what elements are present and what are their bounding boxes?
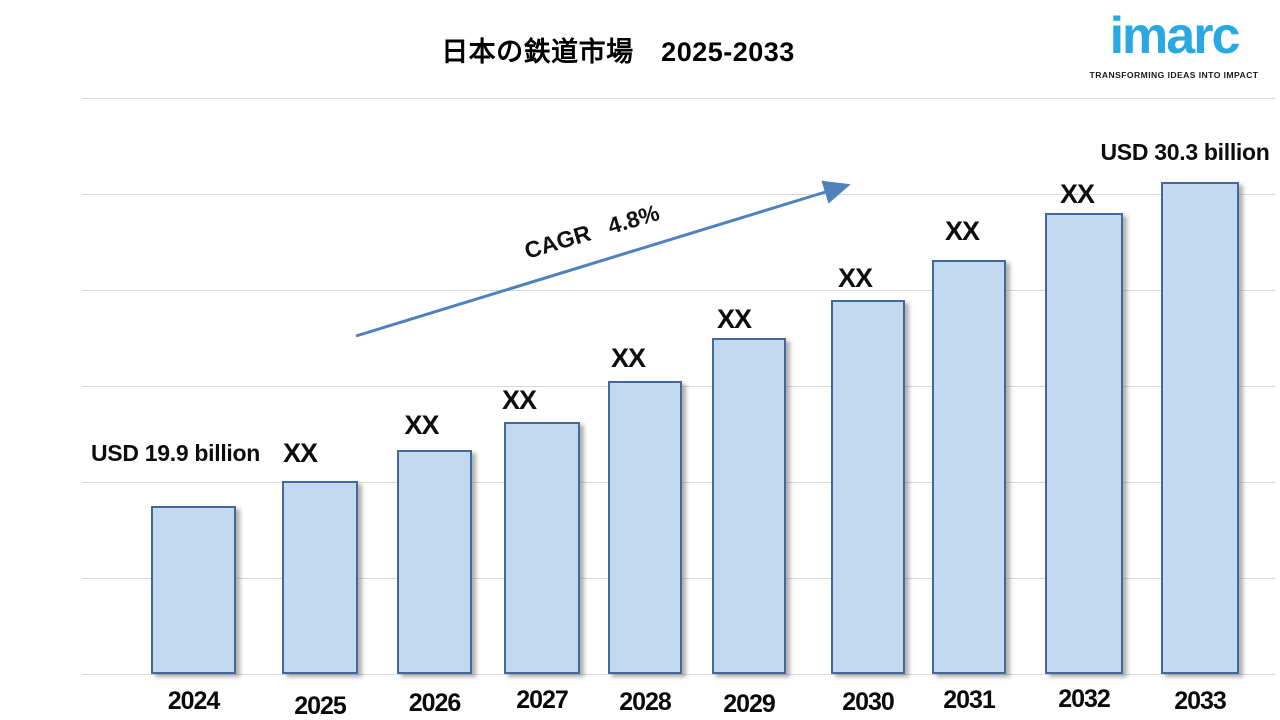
bar-value-label: XX [1059,179,1095,209]
bar-value-label: XX [501,385,537,415]
imarc-logo: imarc TRANSFORMING IDEAS INTO IMPACT [1084,7,1264,80]
x-axis-label: 2027 [516,686,569,714]
gridline [82,674,1275,675]
plot-area [82,98,1275,675]
bar-2033 [1161,182,1239,674]
x-axis-label: 2031 [943,686,996,714]
chart-title: 日本の鉄道市場 2025-2033 [441,37,795,67]
bar-2030 [831,300,905,674]
x-axis-label: 2024 [167,687,221,715]
bar-value-label: XX [837,263,873,293]
bar-2025 [282,481,358,674]
logo-wordmark: imarc [1109,7,1241,65]
bar-value-label: XX [282,438,318,468]
bar-2029 [712,338,786,674]
x-axis-label: 2032 [1058,685,1111,713]
bar-value-label: USD 19.9 billion [90,440,261,466]
x-axis-label: 2026 [408,689,462,717]
bar-2026 [397,450,472,674]
bar-2028 [608,381,682,674]
x-axis-label: 2030 [842,688,895,716]
bar-value-label: XX [610,343,646,373]
bar-2024 [151,506,236,674]
gridline [82,98,1275,99]
logo-tagline: TRANSFORMING IDEAS INTO IMPACT [1089,70,1259,80]
bar-value-label: XX [404,410,439,440]
bar-value-label: XX [944,216,980,246]
x-axis-label: 2033 [1174,687,1227,715]
x-axis-label: 2029 [723,690,776,718]
bar-2027 [504,422,580,674]
bar-value-label: USD 30.3 billion [1100,139,1270,165]
bar-value-label: XX [716,304,752,334]
x-axis-label: 2025 [294,692,347,720]
gridline [82,194,1275,195]
x-axis-label: 2028 [619,688,672,716]
bar-2032 [1045,213,1123,674]
bar-2031 [932,260,1006,674]
